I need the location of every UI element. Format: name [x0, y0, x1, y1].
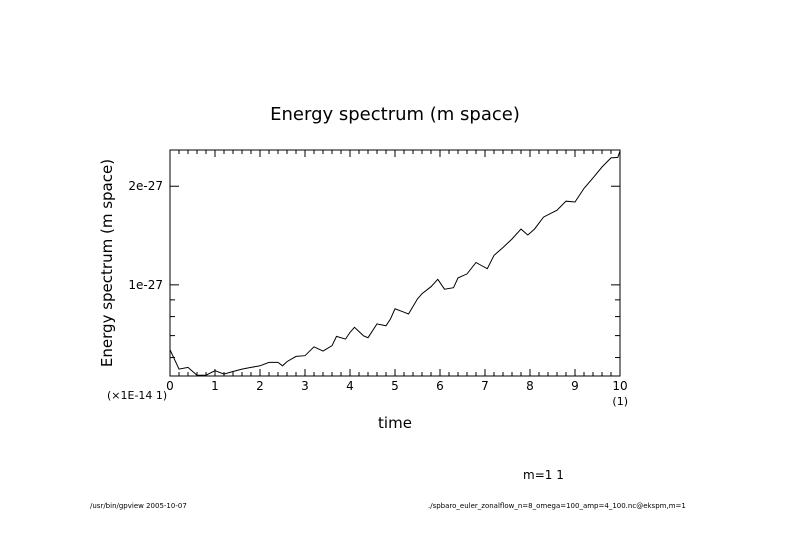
- x-tick-labels: 0 1 2 3 4 5 6 7 8 9 10: [166, 379, 627, 393]
- y-axis-label: Energy spectrum (m space): [98, 159, 116, 367]
- x-tick-label: 5: [391, 379, 399, 393]
- plot-frame: [169, 149, 621, 377]
- y-units-label: (×1E-14 1): [107, 389, 167, 402]
- axis-ticks: [169, 150, 621, 376]
- x-tick-label: 2: [256, 379, 264, 393]
- x-tick-label: 0: [166, 379, 174, 393]
- x-tick-label: 6: [436, 379, 444, 393]
- x-tick-label: 1: [211, 379, 219, 393]
- x-tick-label: 10: [612, 379, 627, 393]
- x-tick-label: 7: [481, 379, 489, 393]
- x-tick-label: 9: [571, 379, 579, 393]
- legend-label: m=1 1: [523, 468, 564, 482]
- x-tick-label: 8: [526, 379, 534, 393]
- y-tick-label: 1e-27: [128, 278, 163, 292]
- y-tick-label: 2e-27: [128, 179, 163, 193]
- x-tick-label: 4: [346, 379, 354, 393]
- x-units-label: (1): [612, 395, 628, 408]
- y-tick-labels: 1e-27 2e-27: [128, 179, 163, 292]
- chart-title: Energy spectrum (m space): [270, 104, 520, 125]
- series-line: [169, 150, 621, 376]
- footer-right: ./spbaro_euler_zonalflow_n=8_omega=100_a…: [428, 502, 686, 510]
- x-tick-label: 3: [301, 379, 309, 393]
- footer-left: /usr/bin/gpview 2005-10-07: [90, 502, 187, 510]
- x-axis-label: time: [378, 414, 412, 432]
